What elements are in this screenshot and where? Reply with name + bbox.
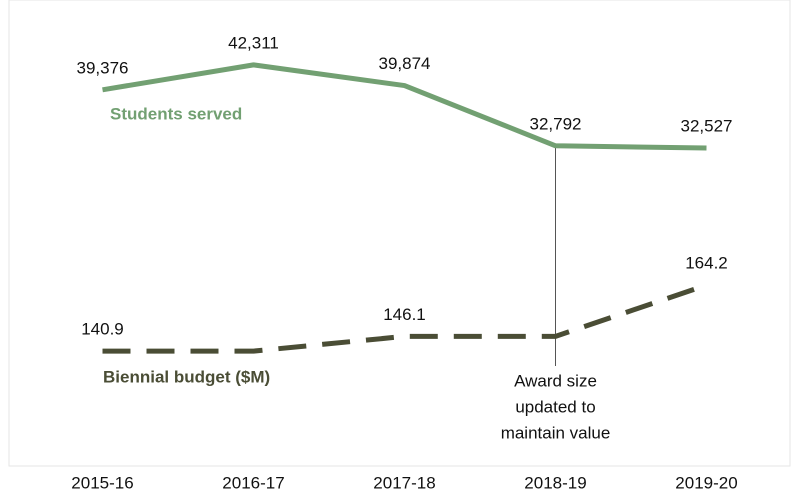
series-line [102, 62, 707, 151]
plot-frame [8, 0, 791, 467]
annotation-text: Award size [514, 371, 597, 390]
series-name: Students served [110, 104, 242, 123]
data-label: 32,792 [530, 114, 582, 133]
annotation-text: maintain value [501, 423, 611, 442]
data-label: 140.9 [81, 320, 124, 339]
x-tick-label: 2018-19 [524, 473, 586, 492]
data-label: 146.1 [383, 305, 426, 324]
x-tick-label: 2017-18 [373, 473, 435, 492]
data-label: 32,527 [681, 117, 733, 136]
data-label: 39,874 [379, 54, 431, 73]
series-name: Biennial budget ($M) [103, 367, 270, 386]
annotation-text: updated to [515, 397, 595, 416]
x-tick-label: 2015-16 [71, 473, 133, 492]
data-label: 164.2 [685, 254, 728, 273]
data-label: 39,376 [77, 58, 129, 77]
x-tick-label: 2016-17 [222, 473, 284, 492]
x-tick-label: 2019-20 [675, 473, 737, 492]
data-label: 42,311 [228, 33, 279, 52]
series-line [102, 282, 708, 354]
